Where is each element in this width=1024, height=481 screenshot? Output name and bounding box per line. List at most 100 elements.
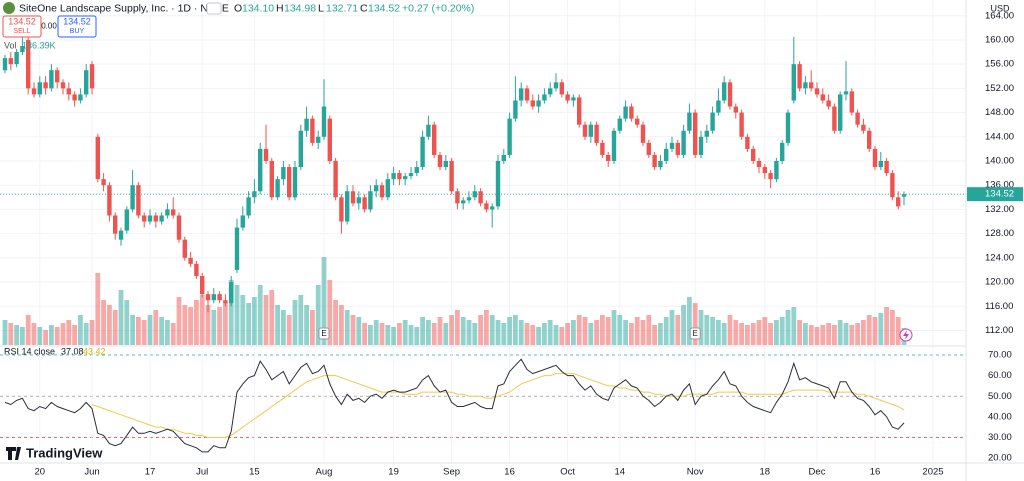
volume-bar [663, 317, 669, 345]
volume-bar [281, 310, 286, 345]
volume-bar [843, 323, 849, 345]
candle-body [263, 148, 269, 161]
volume-bar [826, 323, 831, 345]
x-tick-label: 19 [388, 467, 399, 478]
volume-bar [257, 285, 263, 345]
volume-bar [675, 315, 681, 345]
volume-bar [855, 323, 860, 345]
candle-body [37, 82, 42, 95]
sell-price: 134.52 [8, 16, 36, 26]
event-marker[interactable] [318, 327, 330, 340]
candle-body [20, 46, 25, 53]
candle-body [565, 94, 570, 101]
volume-bar [455, 310, 460, 345]
rsi-ma-line [91, 373, 905, 438]
candle-body [246, 197, 251, 216]
volume-bar [756, 320, 762, 345]
candle-body [855, 112, 860, 125]
volume-name: Vol [4, 40, 17, 50]
candle-body [316, 136, 321, 143]
candle-body [739, 112, 744, 137]
volume-bar [768, 323, 773, 345]
event-marker[interactable] [689, 327, 701, 340]
y-tick-label: 160.00 [985, 34, 1014, 45]
ohlc-value: 134.98 [284, 2, 316, 14]
candle-body [374, 185, 379, 192]
candle-body [298, 130, 303, 168]
x-tick-label: 16 [504, 467, 515, 478]
volume-bar [223, 303, 228, 345]
volume-bar [136, 317, 141, 345]
candle-body [484, 203, 489, 210]
candle-body [693, 112, 698, 155]
candle-body [640, 124, 646, 143]
candle-body [136, 185, 141, 216]
candle-body [258, 148, 263, 192]
volume-bar [8, 323, 14, 345]
candle-body [890, 173, 895, 198]
candle-body [838, 94, 843, 131]
candle-body [304, 118, 309, 131]
volume-bar [484, 310, 489, 345]
volume-bar [629, 323, 634, 345]
volume-bar [217, 307, 222, 345]
candle-body [292, 167, 298, 198]
volume-bar [118, 290, 124, 345]
spread: 0.00 [41, 22, 57, 31]
candle-body [559, 82, 564, 95]
last-price-label: 134.52 [985, 189, 1014, 200]
volume-bar [832, 325, 837, 345]
currency[interactable]: USD [990, 3, 1010, 13]
volume-bar [344, 310, 350, 345]
candle-body [362, 197, 367, 210]
compare-icon[interactable] [206, 2, 222, 15]
volume-bar [553, 325, 559, 345]
candle-body [548, 88, 553, 95]
volume-bar [797, 320, 802, 345]
y-tick-label: 128.00 [985, 228, 1014, 239]
volume-bar [849, 325, 855, 345]
candle-body [223, 300, 228, 304]
axes: 164.00160.00156.00152.00148.00144.00140.… [35, 10, 1023, 478]
candle-body [611, 130, 617, 161]
volume-bar [774, 320, 779, 345]
sell-button[interactable] [2, 15, 42, 38]
candle-body [55, 70, 60, 83]
candle-body [449, 161, 454, 192]
volume-bar [762, 317, 768, 345]
volume-bar [107, 305, 112, 345]
volume-bar [31, 323, 37, 345]
volume-bar [188, 307, 193, 345]
candle-body [513, 100, 518, 119]
volume-bar [791, 307, 797, 345]
volume-bar [600, 315, 605, 345]
volume-bar [72, 325, 77, 345]
volume-bar [362, 323, 367, 345]
volume-bar [565, 323, 570, 345]
volume-bar [582, 317, 588, 345]
volume-bar [211, 310, 217, 345]
candle-body [698, 136, 704, 155]
volume-bar [368, 325, 373, 345]
candle-body [205, 294, 211, 301]
x-tick-label: Sep [443, 467, 460, 478]
candle-body [797, 64, 802, 89]
rsi-tick-label: 50.00 [988, 391, 1012, 402]
candle-body [524, 88, 530, 101]
ohlc-letter: C [360, 2, 368, 14]
candle-body [252, 191, 257, 198]
volume-bar [43, 330, 48, 345]
candle-body [391, 173, 396, 180]
buy-price: 134.52 [63, 16, 91, 26]
candle-body [188, 257, 193, 264]
volume-bar [292, 300, 298, 345]
buy-button[interactable] [57, 15, 97, 38]
candle-body [89, 64, 95, 89]
volume-bar [246, 303, 251, 345]
candle-body [495, 161, 501, 207]
volume-bar [814, 327, 820, 345]
candle-body [710, 112, 715, 131]
candle-body [704, 130, 709, 137]
candle-body [78, 94, 83, 101]
